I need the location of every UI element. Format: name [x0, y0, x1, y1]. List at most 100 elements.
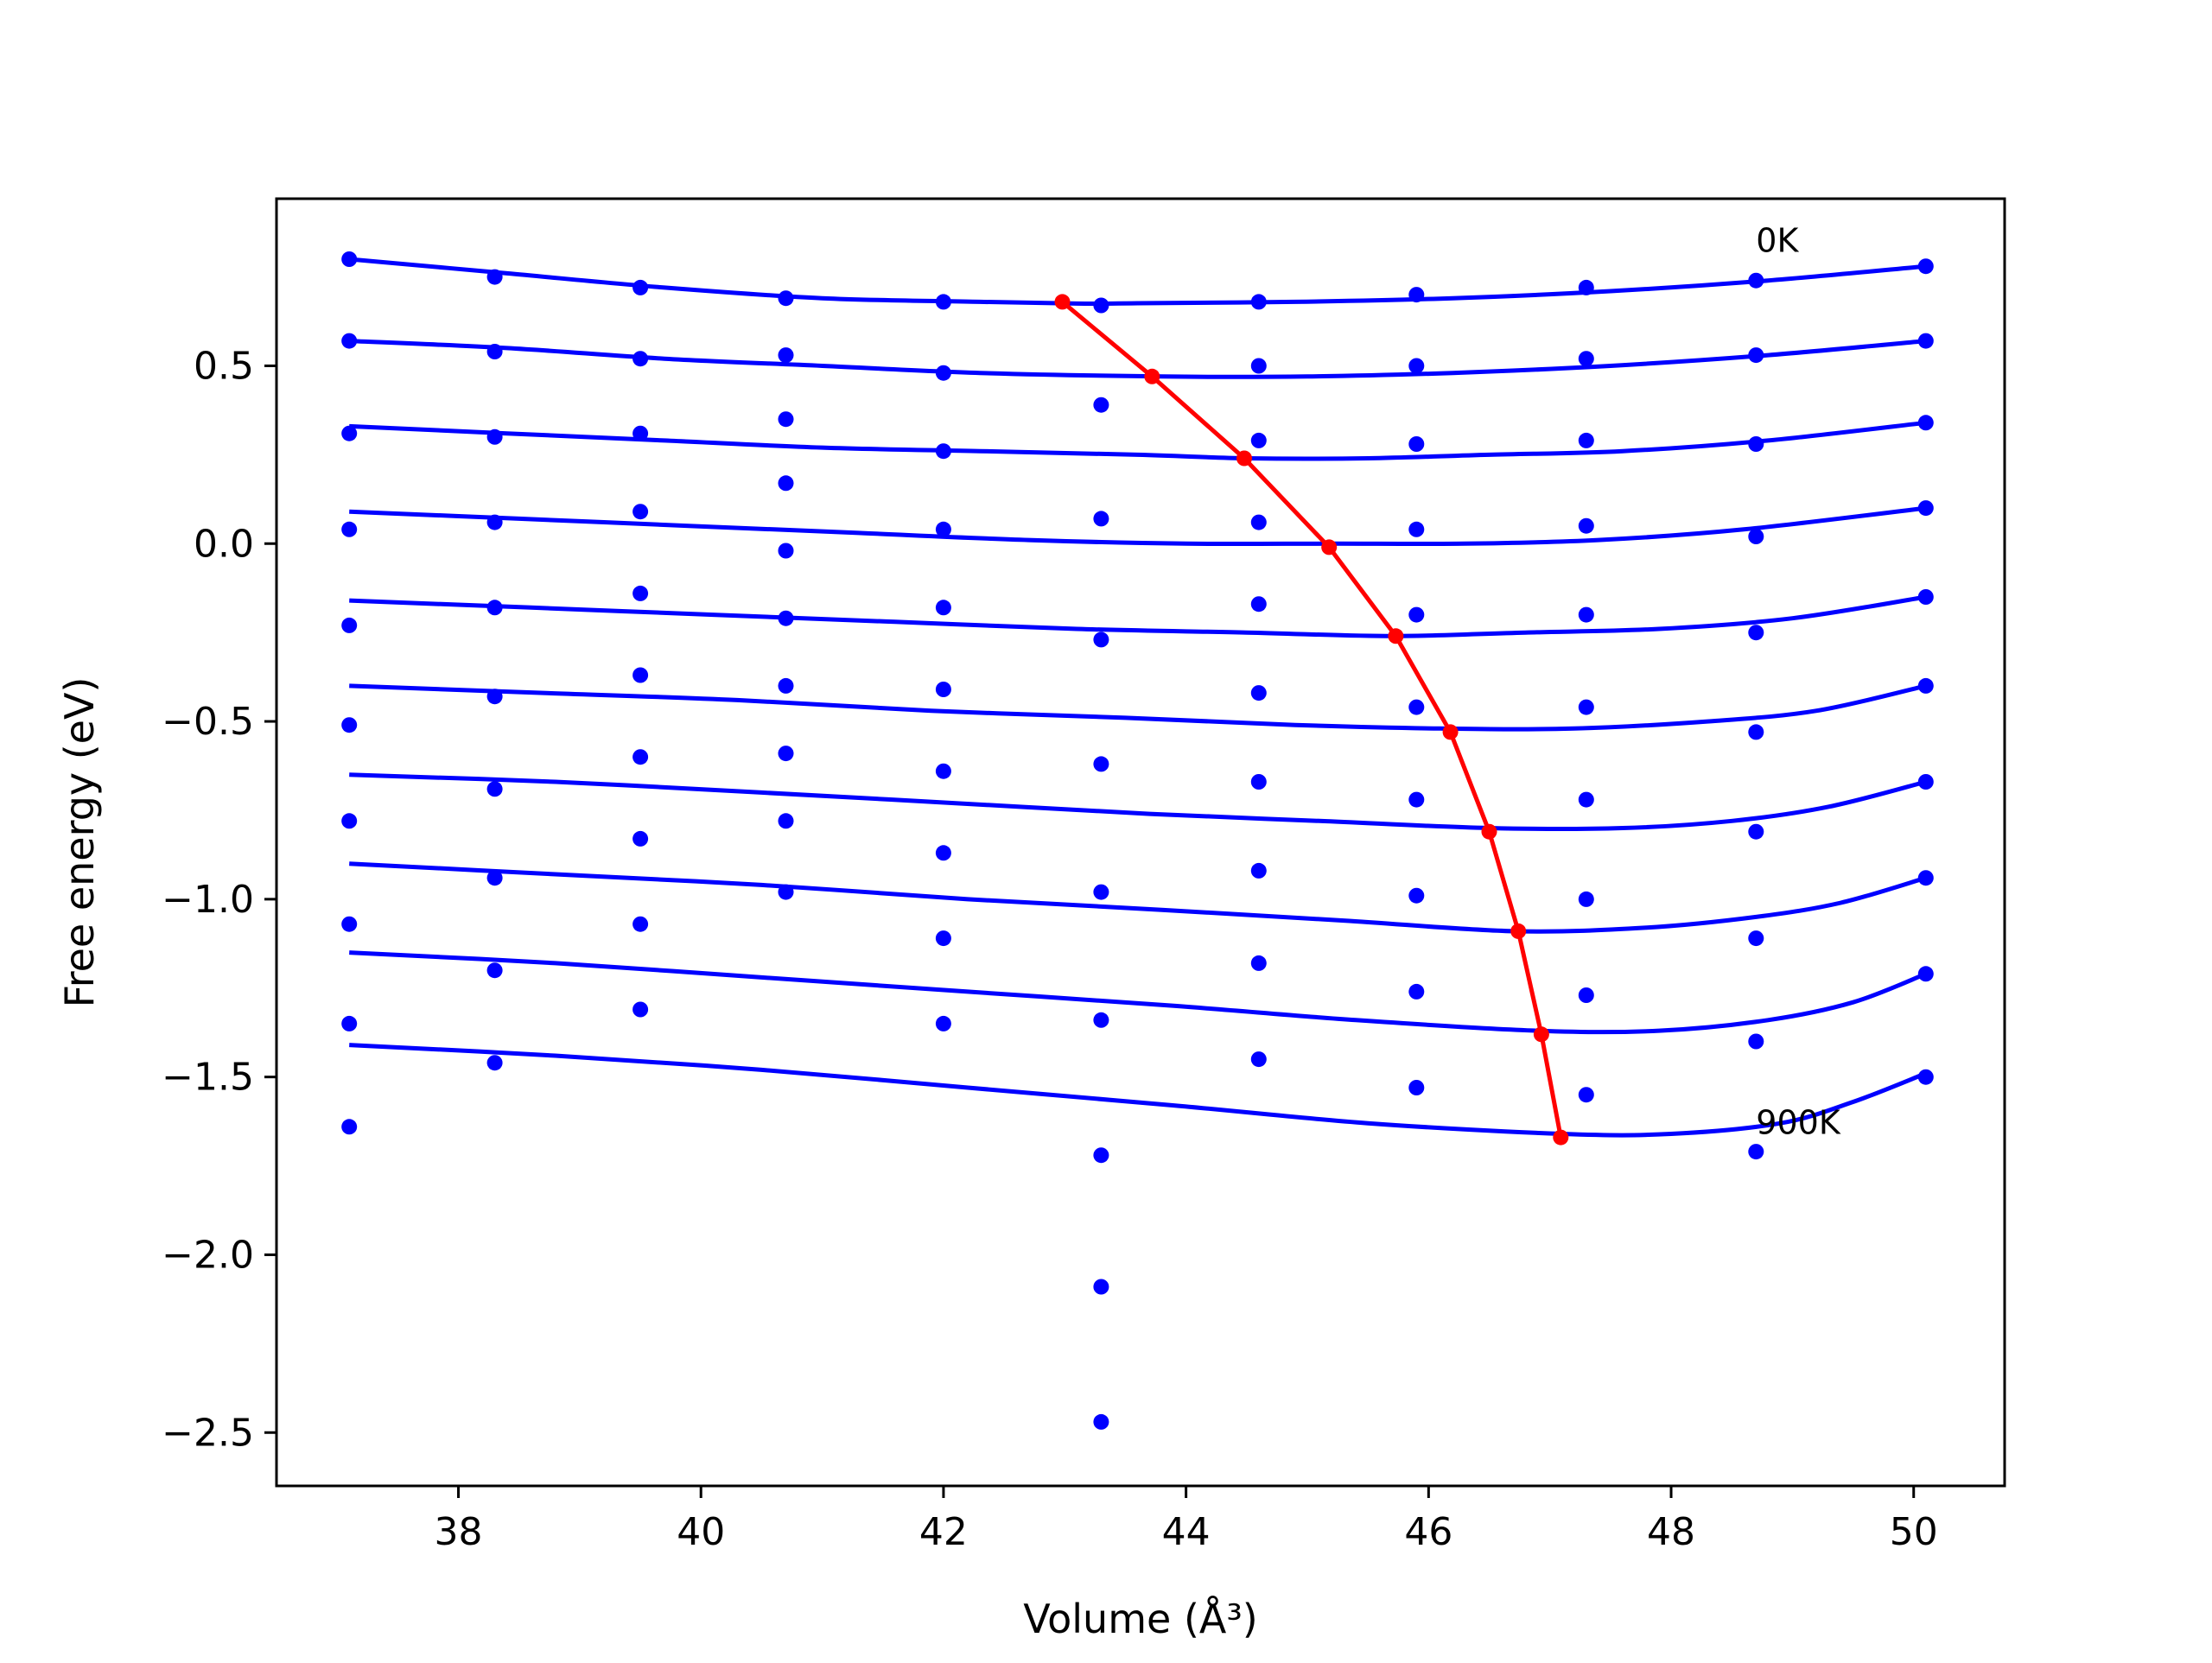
fit-curve-6: [349, 683, 1927, 732]
data-point: [632, 749, 649, 765]
data-point: [778, 475, 794, 492]
x-tick-label: 50: [1890, 1510, 1938, 1554]
data-point: [632, 916, 649, 932]
fit-curve-1: [348, 257, 1927, 307]
y-tick-label: −0.5: [162, 700, 254, 744]
data-point: [1748, 930, 1764, 947]
data-point: [935, 845, 951, 861]
data-point: [341, 333, 358, 349]
minimum-marker: [1442, 724, 1459, 740]
annotations-layer: 0K 900K: [1756, 222, 1841, 1142]
data-point: [1917, 966, 1934, 982]
data-point: [778, 813, 794, 829]
data-point: [1748, 625, 1764, 641]
data-point: [935, 294, 951, 310]
x-axis-label: Volume (Å³): [1023, 1596, 1258, 1642]
y-tick-label: −1.0: [162, 878, 254, 922]
fit-curve-4: [349, 505, 1927, 547]
fit-curve-7: [349, 772, 1927, 832]
data-point: [486, 689, 503, 705]
minimum-marker: [1510, 923, 1527, 939]
data-point: [341, 425, 358, 441]
minimum-marker: [1553, 1129, 1569, 1146]
data-point: [1748, 272, 1764, 289]
data-point: [1917, 333, 1934, 349]
data-point: [486, 962, 503, 979]
data-point: [1250, 1051, 1267, 1068]
fit-curve-8: [349, 861, 1927, 934]
fit-curve-5: [349, 594, 1927, 638]
data-point: [1250, 514, 1267, 530]
data-point: [1250, 358, 1267, 374]
data-point: [1093, 1147, 1109, 1164]
data-point: [1250, 294, 1267, 310]
x-tick-label: 40: [677, 1510, 725, 1554]
data-point: [1748, 436, 1764, 452]
data-point: [935, 443, 951, 460]
data-point: [935, 930, 951, 947]
data-point: [341, 717, 358, 733]
data-point: [1578, 1087, 1594, 1103]
data-point: [1250, 955, 1267, 971]
data-point: [935, 521, 951, 537]
data-point: [632, 585, 649, 601]
x-tick-label: 48: [1647, 1510, 1695, 1554]
data-point: [1093, 756, 1109, 772]
data-point: [1408, 287, 1425, 303]
data-point: [1250, 685, 1267, 701]
data-point: [1578, 791, 1594, 808]
data-point: [341, 521, 358, 537]
data-point: [1917, 677, 1934, 694]
data-point: [1250, 862, 1267, 879]
data-point: [935, 365, 951, 381]
data-point: [1093, 1279, 1109, 1295]
data-point: [1917, 415, 1934, 431]
data-point: [486, 600, 503, 616]
x-tick-label: 44: [1162, 1510, 1211, 1554]
data-point: [632, 830, 649, 847]
data-point: [1408, 1080, 1425, 1095]
data-point: [632, 1001, 649, 1018]
data-point: [1408, 436, 1425, 452]
data-point: [1578, 279, 1594, 295]
fit-curve-3: [349, 420, 1927, 461]
data-point: [341, 813, 358, 829]
data-point: [935, 763, 951, 779]
data-point: [1408, 887, 1425, 904]
minima-line-layer: [1054, 294, 1569, 1146]
data-point: [1748, 823, 1764, 840]
y-tick-label: −2.5: [162, 1411, 254, 1455]
data-point: [1093, 632, 1109, 648]
y-axis-label: Free energy (eV): [56, 677, 103, 1008]
minimum-marker: [1236, 450, 1252, 467]
data-point: [1917, 500, 1934, 517]
fit-curve-10: [349, 1043, 1927, 1138]
data-point: [935, 1015, 951, 1031]
data-point: [1917, 774, 1934, 790]
data-point: [486, 1055, 503, 1071]
data-point: [486, 781, 503, 797]
minimum-marker: [1533, 1026, 1549, 1043]
data-point: [1748, 529, 1764, 544]
data-point: [341, 916, 358, 932]
data-point: [1917, 589, 1934, 605]
data-point: [1748, 1033, 1764, 1050]
data-point: [1250, 596, 1267, 613]
data-point: [1408, 699, 1425, 715]
data-point: [1093, 397, 1109, 413]
x-tick-label: 38: [435, 1510, 483, 1554]
data-point: [341, 617, 358, 633]
data-point: [1408, 983, 1425, 1000]
data-point: [1408, 358, 1425, 374]
plot-frame: [275, 197, 2006, 1488]
data-point: [1093, 511, 1109, 527]
data-point: [632, 667, 649, 683]
data-point: [1093, 1413, 1109, 1430]
y-axis-ticks: 0.5 0.0 −0.5 −1.0 −1.5 −2.0 −2.5: [162, 344, 276, 1455]
data-point: [1748, 1144, 1764, 1160]
data-point: [632, 279, 649, 295]
minimum-marker: [1054, 294, 1071, 310]
data-point: [632, 504, 649, 520]
fit-curve-9: [349, 950, 1927, 1035]
